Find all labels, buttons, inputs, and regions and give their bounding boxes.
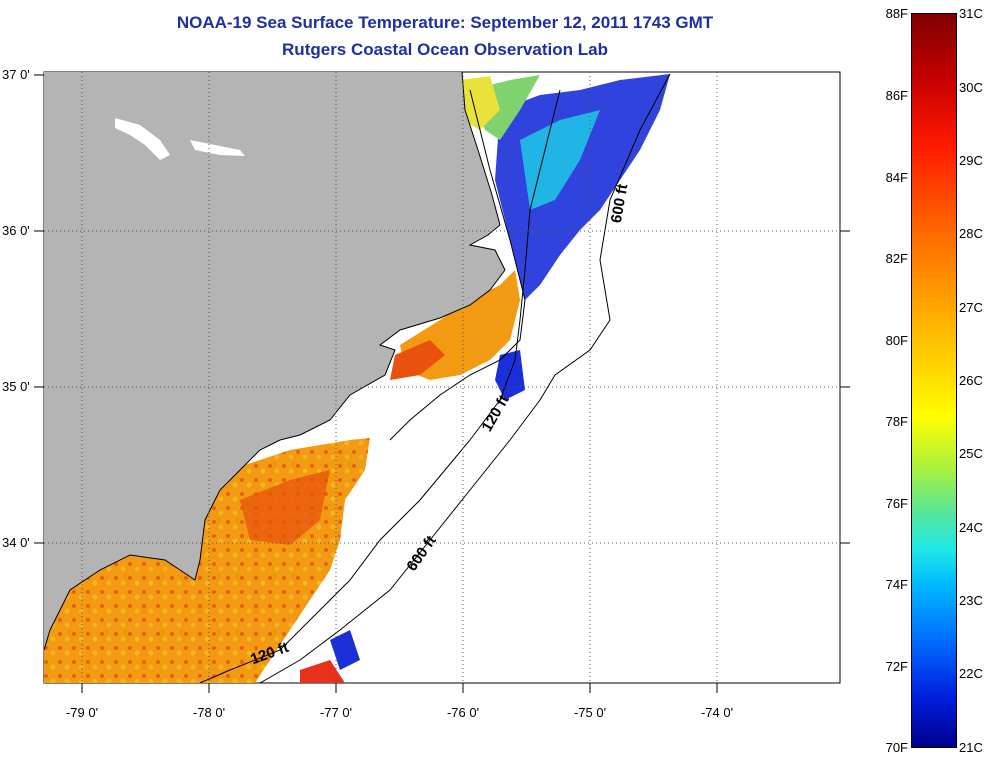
colorbar-c-label: 31C <box>959 6 983 21</box>
colorbar-c-label: 25C <box>959 446 983 461</box>
colorbar-c-label: 23C <box>959 593 983 608</box>
lon-label-76: -76 0' <box>446 705 480 720</box>
colorbar-c-label: 26C <box>959 373 983 388</box>
temperature-colorbar <box>911 13 957 748</box>
outer-banks <box>389 89 526 441</box>
lon-label-74: -74 0' <box>700 705 734 720</box>
colorbar-f-label: 72F <box>885 659 908 674</box>
sst-patch-south-2 <box>300 660 345 683</box>
map-title: NOAA-19 Sea Surface Temperature: Septemb… <box>176 13 714 32</box>
colorbar-f-label: 78F <box>885 414 908 429</box>
sst-patch-cape-hatteras <box>495 350 525 400</box>
contour-600ft <box>259 73 671 683</box>
lon-label-77: -77 0' <box>319 705 353 720</box>
colorbar-f-label: 70F <box>885 740 908 755</box>
lake <box>190 140 245 156</box>
lat-label-34: 34 0' <box>2 535 30 550</box>
graticule <box>44 72 840 683</box>
contour-120ft <box>199 89 561 683</box>
lon-label-78: -78 0' <box>192 705 226 720</box>
colorbar-c-label: 29C <box>959 153 983 168</box>
colorbar-c-label: 28C <box>959 226 983 241</box>
colorbar-c-label: 22C <box>959 666 983 681</box>
colorbar-f-label: 80F <box>885 333 908 348</box>
land-mass <box>44 72 505 650</box>
colorbar-f-label: 76F <box>885 496 908 511</box>
colorbar-c-label: 27C <box>959 300 983 315</box>
lon-label-75: -75 0' <box>573 705 607 720</box>
colorbar-f-label: 84F <box>885 170 908 185</box>
lat-label-36: 36 0' <box>2 223 30 238</box>
colorbar-c-label: 24C <box>959 520 983 535</box>
lon-label-79: -79 0' <box>65 705 99 720</box>
colorbar-c-label: 30C <box>959 80 983 95</box>
colorbar-f-label: 88F <box>885 6 908 21</box>
sst-region-pamlico-hot <box>390 340 445 380</box>
colorbar-f-label: 74F <box>885 577 908 592</box>
colorbar-c-label: 21C <box>959 740 983 755</box>
map-subtitle: Rutgers Coastal Ocean Observation Lab <box>282 40 608 59</box>
lat-label-35: 35 0' <box>2 379 30 394</box>
lat-label-37: 37 0' <box>2 67 30 82</box>
colorbar-f-label: 86F <box>885 88 908 103</box>
sst-region-north-cold <box>495 74 670 300</box>
sst-region-north-cyan <box>520 110 600 210</box>
lake <box>115 118 170 160</box>
colorbar-f-label: 82F <box>885 251 908 266</box>
coastline <box>44 72 506 651</box>
sst-patch-offshore-cold <box>330 630 360 670</box>
axis-ticks <box>34 74 850 693</box>
sst-region-south-hot <box>240 470 330 545</box>
sst-region-north-yellow <box>460 76 500 130</box>
